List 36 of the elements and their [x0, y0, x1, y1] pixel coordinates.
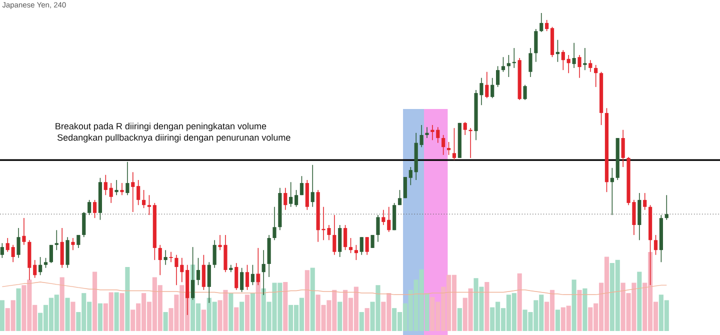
bar	[98, 303, 102, 331]
bar	[16, 288, 21, 331]
bar	[60, 277, 64, 331]
bar	[283, 282, 288, 331]
bar	[310, 268, 315, 331]
bar	[555, 310, 560, 331]
bar	[637, 272, 642, 331]
bar	[572, 280, 576, 331]
annotation: Sedangkan pullbacknya diiringi dengan penurunan volume	[57, 134, 290, 142]
bar	[163, 312, 168, 331]
candlestick	[147, 194, 152, 216]
bar	[250, 293, 255, 331]
bar	[120, 293, 124, 331]
bar	[125, 267, 130, 331]
bar	[0, 300, 4, 331]
bar	[244, 294, 250, 331]
bar	[240, 302, 244, 331]
candlestick	[169, 251, 173, 263]
bar	[114, 292, 119, 331]
bar	[577, 290, 582, 331]
candlestick	[44, 258, 48, 268]
bar	[582, 288, 588, 331]
bar	[92, 272, 98, 331]
bar	[364, 308, 370, 331]
bar	[234, 307, 239, 331]
bar	[517, 273, 522, 331]
bar	[228, 293, 234, 331]
bar	[70, 302, 76, 331]
bar	[359, 312, 364, 331]
bar	[484, 282, 490, 331]
bar	[457, 308, 462, 331]
bar	[201, 310, 206, 331]
bar	[65, 298, 70, 331]
annotation: Breakout pada R diiringi dengan peningkatan volume	[56, 122, 266, 132]
bar	[304, 270, 310, 331]
bar	[338, 302, 342, 331]
